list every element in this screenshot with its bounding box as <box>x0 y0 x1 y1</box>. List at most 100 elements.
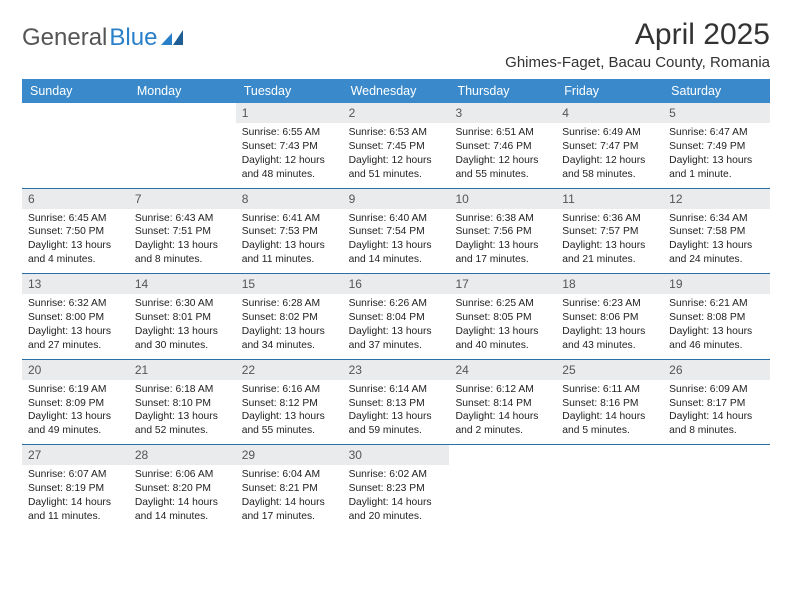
day-line: Sunrise: 6:28 AM <box>242 297 337 311</box>
day-body: Sunrise: 6:55 AMSunset: 7:43 PMDaylight:… <box>236 123 343 188</box>
day-line: Daylight: 13 hours <box>669 325 764 339</box>
day-line: Sunset: 7:49 PM <box>669 140 764 154</box>
day-number: 29 <box>236 445 343 465</box>
day-line: and 46 minutes. <box>669 339 764 353</box>
day-line: Sunrise: 6:25 AM <box>455 297 550 311</box>
day-line: and 43 minutes. <box>562 339 657 353</box>
day-number: 27 <box>22 445 129 465</box>
day-number: 25 <box>556 360 663 380</box>
day-body: Sunrise: 6:25 AMSunset: 8:05 PMDaylight:… <box>449 294 556 359</box>
day-body: Sunrise: 6:04 AMSunset: 8:21 PMDaylight:… <box>236 465 343 530</box>
day-line: Daylight: 13 hours <box>349 410 444 424</box>
day-number: 3 <box>449 103 556 123</box>
weeks-container: 1Sunrise: 6:55 AMSunset: 7:43 PMDaylight… <box>22 103 770 530</box>
day-line: Sunrise: 6:47 AM <box>669 126 764 140</box>
day-cell: 19Sunrise: 6:21 AMSunset: 8:08 PMDayligh… <box>663 274 770 359</box>
empty-cell <box>556 445 663 530</box>
day-line: Sunrise: 6:04 AM <box>242 468 337 482</box>
day-line: Daylight: 14 hours <box>135 496 230 510</box>
day-line: Daylight: 13 hours <box>349 239 444 253</box>
day-line: Daylight: 13 hours <box>562 325 657 339</box>
day-number: 24 <box>449 360 556 380</box>
day-line: Daylight: 13 hours <box>135 325 230 339</box>
day-cell: 6Sunrise: 6:45 AMSunset: 7:50 PMDaylight… <box>22 189 129 274</box>
day-line: Daylight: 12 hours <box>242 154 337 168</box>
day-cell: 4Sunrise: 6:49 AMSunset: 7:47 PMDaylight… <box>556 103 663 188</box>
day-number: 21 <box>129 360 236 380</box>
dayhead-tue: Tuesday <box>236 79 343 103</box>
logo-text-2: Blue <box>109 24 157 52</box>
day-line: and 8 minutes. <box>135 253 230 267</box>
day-line: Daylight: 14 hours <box>669 410 764 424</box>
day-line: and 5 minutes. <box>562 424 657 438</box>
day-cell: 3Sunrise: 6:51 AMSunset: 7:46 PMDaylight… <box>449 103 556 188</box>
day-line: Daylight: 14 hours <box>455 410 550 424</box>
day-number: 7 <box>129 189 236 209</box>
day-line: Sunset: 7:50 PM <box>28 225 123 239</box>
week-row: 20Sunrise: 6:19 AMSunset: 8:09 PMDayligh… <box>22 360 770 446</box>
day-number: 20 <box>22 360 129 380</box>
day-line: Sunrise: 6:02 AM <box>349 468 444 482</box>
dayhead-sat: Saturday <box>663 79 770 103</box>
day-line: Sunrise: 6:11 AM <box>562 383 657 397</box>
day-number: 13 <box>22 274 129 294</box>
day-line: Daylight: 12 hours <box>455 154 550 168</box>
day-body: Sunrise: 6:18 AMSunset: 8:10 PMDaylight:… <box>129 380 236 445</box>
day-body: Sunrise: 6:12 AMSunset: 8:14 PMDaylight:… <box>449 380 556 445</box>
day-line: Sunset: 8:17 PM <box>669 397 764 411</box>
day-line: Sunrise: 6:18 AM <box>135 383 230 397</box>
day-cell: 15Sunrise: 6:28 AMSunset: 8:02 PMDayligh… <box>236 274 343 359</box>
week-row: 13Sunrise: 6:32 AMSunset: 8:00 PMDayligh… <box>22 274 770 360</box>
day-line: and 34 minutes. <box>242 339 337 353</box>
day-line: Sunset: 8:05 PM <box>455 311 550 325</box>
day-number: 18 <box>556 274 663 294</box>
day-body: Sunrise: 6:49 AMSunset: 7:47 PMDaylight:… <box>556 123 663 188</box>
header: GeneralBlue April 2025 Ghimes-Faget, Bac… <box>22 18 770 71</box>
day-line: Daylight: 13 hours <box>135 239 230 253</box>
day-line: Daylight: 13 hours <box>28 325 123 339</box>
day-body: Sunrise: 6:14 AMSunset: 8:13 PMDaylight:… <box>343 380 450 445</box>
day-line: and 37 minutes. <box>349 339 444 353</box>
day-cell: 7Sunrise: 6:43 AMSunset: 7:51 PMDaylight… <box>129 189 236 274</box>
day-line: Sunset: 7:45 PM <box>349 140 444 154</box>
day-cell: 21Sunrise: 6:18 AMSunset: 8:10 PMDayligh… <box>129 360 236 445</box>
day-cell: 8Sunrise: 6:41 AMSunset: 7:53 PMDaylight… <box>236 189 343 274</box>
day-cell: 16Sunrise: 6:26 AMSunset: 8:04 PMDayligh… <box>343 274 450 359</box>
logo: GeneralBlue <box>22 18 183 52</box>
day-number: 12 <box>663 189 770 209</box>
day-cell: 20Sunrise: 6:19 AMSunset: 8:09 PMDayligh… <box>22 360 129 445</box>
day-line: and 55 minutes. <box>455 168 550 182</box>
empty-cell <box>663 445 770 530</box>
day-line: Sunset: 8:04 PM <box>349 311 444 325</box>
day-number: 6 <box>22 189 129 209</box>
day-line: Sunset: 7:47 PM <box>562 140 657 154</box>
day-cell: 23Sunrise: 6:14 AMSunset: 8:13 PMDayligh… <box>343 360 450 445</box>
day-line: and 30 minutes. <box>135 339 230 353</box>
day-line: Daylight: 12 hours <box>349 154 444 168</box>
day-body: Sunrise: 6:07 AMSunset: 8:19 PMDaylight:… <box>22 465 129 530</box>
day-cell: 30Sunrise: 6:02 AMSunset: 8:23 PMDayligh… <box>343 445 450 530</box>
day-cell: 13Sunrise: 6:32 AMSunset: 8:00 PMDayligh… <box>22 274 129 359</box>
day-number: 30 <box>343 445 450 465</box>
dayhead-thu: Thursday <box>449 79 556 103</box>
day-body: Sunrise: 6:38 AMSunset: 7:56 PMDaylight:… <box>449 209 556 274</box>
day-line: Sunset: 8:20 PM <box>135 482 230 496</box>
day-line: Sunrise: 6:21 AM <box>669 297 764 311</box>
day-line: Sunset: 7:56 PM <box>455 225 550 239</box>
day-body: Sunrise: 6:41 AMSunset: 7:53 PMDaylight:… <box>236 209 343 274</box>
dayhead-fri: Friday <box>556 79 663 103</box>
day-line: Daylight: 13 hours <box>349 325 444 339</box>
day-line: Daylight: 13 hours <box>28 410 123 424</box>
day-line: Sunset: 8:21 PM <box>242 482 337 496</box>
day-body: Sunrise: 6:45 AMSunset: 7:50 PMDaylight:… <box>22 209 129 274</box>
day-line: Sunrise: 6:07 AM <box>28 468 123 482</box>
day-header-row: Sunday Monday Tuesday Wednesday Thursday… <box>22 79 770 103</box>
day-body: Sunrise: 6:30 AMSunset: 8:01 PMDaylight:… <box>129 294 236 359</box>
day-body: Sunrise: 6:43 AMSunset: 7:51 PMDaylight:… <box>129 209 236 274</box>
day-line: Sunrise: 6:49 AM <box>562 126 657 140</box>
day-line: Sunrise: 6:38 AM <box>455 212 550 226</box>
day-line: Daylight: 13 hours <box>242 410 337 424</box>
day-number: 15 <box>236 274 343 294</box>
day-line: and 27 minutes. <box>28 339 123 353</box>
day-cell: 24Sunrise: 6:12 AMSunset: 8:14 PMDayligh… <box>449 360 556 445</box>
